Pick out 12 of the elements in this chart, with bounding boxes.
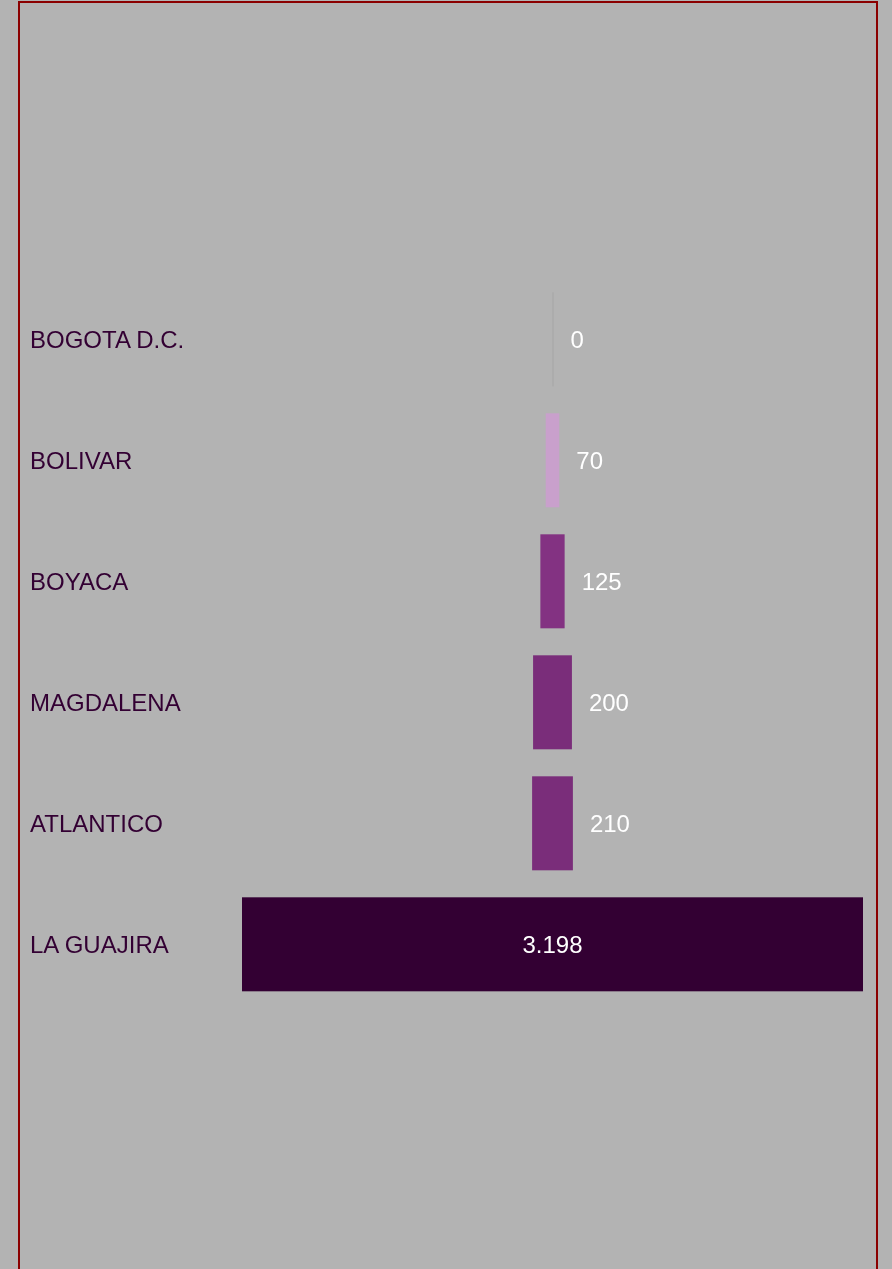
category-label: BOGOTA D.C. — [30, 325, 185, 353]
category-label: MAGDALENA — [30, 688, 181, 716]
data-label: 125 — [581, 567, 622, 595]
category-label: ATLANTICO — [30, 809, 163, 837]
data-label: 210 — [589, 809, 630, 837]
category-label: LA GUAJIRA — [30, 930, 169, 958]
category-label: BOYACA — [30, 567, 129, 595]
data-label: 70 — [576, 446, 603, 474]
category-label: BOLIVAR — [30, 446, 133, 474]
data-label: 3.198 — [522, 930, 583, 958]
data-label: 0 — [570, 325, 584, 353]
data-label: 200 — [588, 688, 629, 716]
